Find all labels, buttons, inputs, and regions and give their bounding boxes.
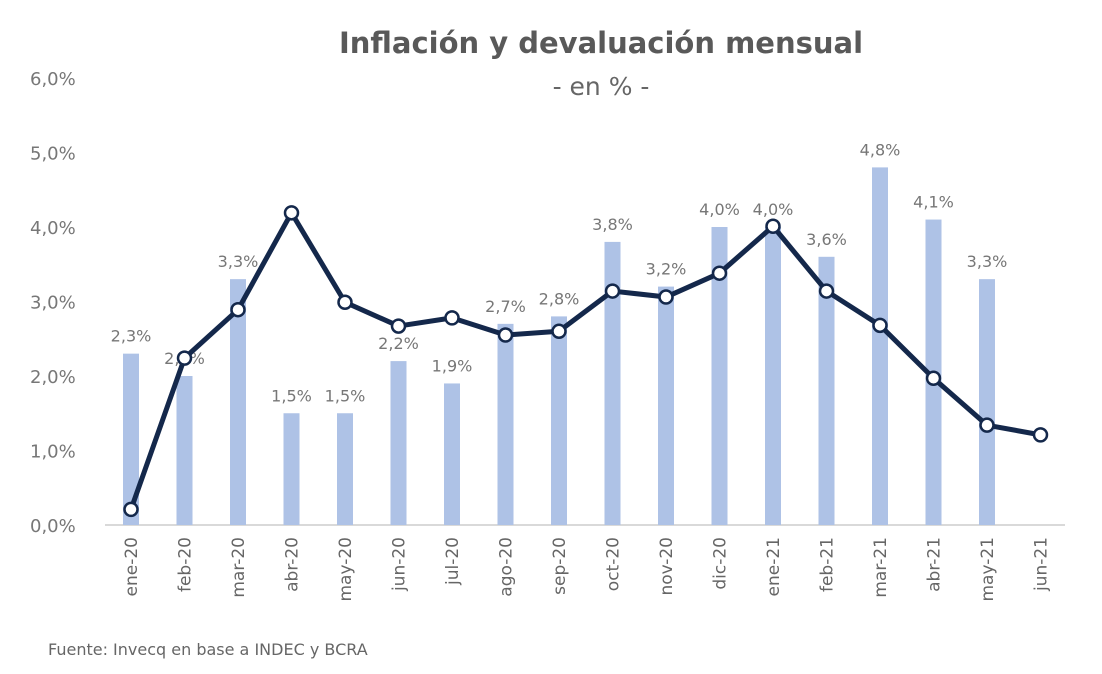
bar bbox=[872, 167, 888, 525]
x-tick-label: abr-20 bbox=[283, 537, 303, 592]
bar-data-label: 2,7% bbox=[485, 297, 526, 316]
x-tick-label: may-21 bbox=[978, 537, 998, 602]
bar-data-label: 1,5% bbox=[325, 386, 366, 405]
bar-data-label: 4,8% bbox=[860, 140, 901, 159]
bar-data-label: 3,3% bbox=[218, 252, 259, 271]
line-point bbox=[283, 205, 300, 221]
bar-data-label: 4,0% bbox=[753, 200, 794, 219]
x-tick-label: sep-20 bbox=[550, 537, 570, 595]
x-tick-label: feb-21 bbox=[818, 537, 838, 592]
bar-data-label: 1,5% bbox=[271, 386, 312, 405]
line-point bbox=[979, 417, 995, 433]
bar bbox=[283, 413, 300, 525]
bar bbox=[711, 227, 728, 525]
x-tick-label: jun-21 bbox=[1032, 537, 1052, 592]
x-tick-label: oct-20 bbox=[604, 537, 624, 591]
chart-title: Inflación y devaluación mensual bbox=[338, 26, 864, 60]
bar bbox=[176, 376, 193, 525]
bar bbox=[444, 383, 460, 525]
bar-data-label: 3,3% bbox=[967, 252, 1008, 271]
y-tick-label: 1,0% bbox=[30, 442, 76, 463]
x-tick-label: jun-20 bbox=[390, 537, 410, 592]
bar-data-label: 3,6% bbox=[806, 230, 847, 249]
line-point bbox=[658, 289, 674, 305]
x-tick-label: mar-20 bbox=[229, 537, 249, 598]
line-point bbox=[230, 301, 246, 318]
x-tick-label: ene-20 bbox=[122, 537, 142, 596]
x-tick-label: dic-20 bbox=[711, 537, 731, 590]
bar-data-label: 3,2% bbox=[646, 260, 687, 279]
bar bbox=[604, 241, 621, 525]
bar bbox=[658, 286, 674, 525]
bar-data-label: 3,8% bbox=[592, 215, 633, 234]
line-series bbox=[128, 210, 1041, 511]
line-point bbox=[604, 283, 621, 299]
line-point bbox=[711, 265, 728, 281]
bar bbox=[337, 413, 353, 525]
bar-data-label: 2,2% bbox=[378, 334, 419, 353]
chart-subtitle: - en % - bbox=[552, 72, 650, 101]
line-point bbox=[818, 283, 835, 299]
y-tick-label: 3,0% bbox=[30, 293, 76, 314]
line-point bbox=[1032, 427, 1049, 443]
x-tick-label: mar-21 bbox=[871, 537, 891, 598]
bar-data-label: 4,1% bbox=[913, 193, 954, 212]
bar bbox=[390, 361, 407, 525]
source-note: Fuente: Invecq en base a INDEC y BCRA bbox=[48, 640, 368, 659]
bar-data-label: 2,8% bbox=[539, 289, 580, 308]
bar-data-label: 4,0% bbox=[699, 200, 740, 219]
x-tick-label: may-20 bbox=[336, 537, 356, 602]
line-point bbox=[872, 317, 888, 334]
x-tick-label: ene-21 bbox=[764, 537, 784, 596]
bar bbox=[497, 323, 514, 525]
line-point bbox=[925, 370, 942, 386]
bar bbox=[979, 279, 995, 525]
line-point bbox=[123, 501, 139, 518]
line-point bbox=[497, 327, 514, 343]
y-tick-label: 2,0% bbox=[30, 367, 76, 388]
line-point bbox=[551, 323, 567, 340]
bar bbox=[123, 353, 139, 525]
bar bbox=[765, 227, 781, 525]
bar bbox=[818, 256, 835, 525]
x-tick-label: ago-20 bbox=[497, 537, 517, 597]
x-tick-label: feb-20 bbox=[176, 537, 196, 592]
y-tick-label: 4,0% bbox=[30, 218, 76, 239]
y-tick-label: 0,0% bbox=[30, 516, 76, 537]
line-point bbox=[337, 294, 353, 310]
y-tick-label: 5,0% bbox=[30, 144, 76, 165]
line-point bbox=[765, 218, 781, 235]
line-point bbox=[176, 350, 193, 366]
x-tick-label: nov-20 bbox=[657, 537, 677, 596]
bar bbox=[230, 279, 246, 525]
bar-data-label: 1,9% bbox=[432, 356, 473, 375]
line-point bbox=[444, 310, 460, 326]
y-tick-label: 6,0% bbox=[30, 69, 76, 90]
x-tick-label: abr-21 bbox=[925, 537, 945, 592]
x-tick-label: jul-20 bbox=[443, 537, 463, 586]
line-point bbox=[390, 318, 407, 334]
bar-data-label: 2,3% bbox=[111, 327, 152, 346]
bar bbox=[551, 316, 567, 525]
